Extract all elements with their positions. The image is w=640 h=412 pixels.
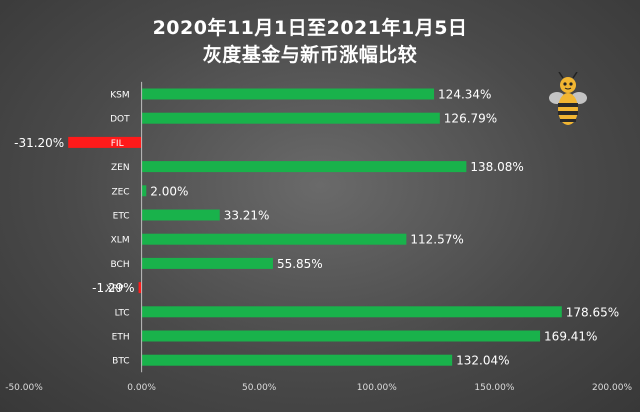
bar-eth bbox=[141, 330, 541, 342]
category-label-ksm: KSM bbox=[110, 91, 129, 101]
data-label-ksm: 124.34% bbox=[438, 88, 491, 102]
chart-subtitle: 灰度基金与新币涨幅比较 bbox=[202, 44, 418, 66]
bar-zec bbox=[141, 185, 147, 197]
bar-bch bbox=[141, 257, 273, 269]
category-label-bch: BCH bbox=[111, 260, 130, 270]
x-tick-label: -50.00% bbox=[5, 383, 43, 393]
data-label-eth: 169.41% bbox=[544, 330, 597, 344]
x-tick-label: 150.00% bbox=[474, 383, 514, 393]
category-label-zen: ZEN bbox=[111, 163, 130, 173]
data-label-bch: 55.85% bbox=[277, 257, 323, 271]
bar-etc bbox=[141, 209, 220, 221]
bar-dot bbox=[141, 112, 440, 124]
data-label-btc: 132.04% bbox=[456, 354, 509, 368]
data-label-zen: 138.08% bbox=[470, 160, 523, 174]
category-label-fil: FIL bbox=[111, 139, 124, 149]
bar-ksm bbox=[141, 88, 435, 100]
bar-fil bbox=[68, 136, 142, 148]
bar-btc bbox=[141, 354, 453, 366]
bar-xrp bbox=[138, 282, 142, 294]
x-tick-label: 50.00% bbox=[242, 383, 277, 393]
category-label-ltc: LTC bbox=[115, 308, 130, 318]
data-label-fil: -31.20% bbox=[14, 136, 64, 150]
category-label-btc: BTC bbox=[112, 357, 129, 367]
bar-zen bbox=[141, 161, 467, 173]
x-tick-label: 0.00% bbox=[127, 383, 156, 393]
category-label-eth: ETH bbox=[112, 333, 130, 343]
data-label-etc: 33.21% bbox=[224, 209, 270, 223]
data-label-ltc: 178.65% bbox=[566, 305, 619, 319]
data-label-xlm: 112.57% bbox=[410, 233, 463, 247]
category-label-zec: ZEC bbox=[111, 187, 129, 197]
x-tick-label: 100.00% bbox=[357, 383, 397, 393]
category-label-xlm: XLM bbox=[111, 236, 130, 246]
category-label-dot: DOT bbox=[110, 115, 130, 125]
category-label-xrp: XRP bbox=[106, 284, 124, 294]
bar-xlm bbox=[141, 233, 407, 245]
bar-ltc bbox=[141, 306, 562, 318]
x-tick-label: 200.00% bbox=[592, 383, 632, 393]
data-label-dot: 126.79% bbox=[444, 112, 497, 126]
chart-title: 2020年11月1日至2021年1月5日 bbox=[152, 17, 468, 39]
bee-mascot-icon bbox=[549, 72, 587, 125]
data-label-zec: 2.00% bbox=[150, 184, 188, 198]
data-label-xrp: -1.29% bbox=[92, 281, 134, 295]
category-label-etc: ETC bbox=[113, 212, 130, 222]
